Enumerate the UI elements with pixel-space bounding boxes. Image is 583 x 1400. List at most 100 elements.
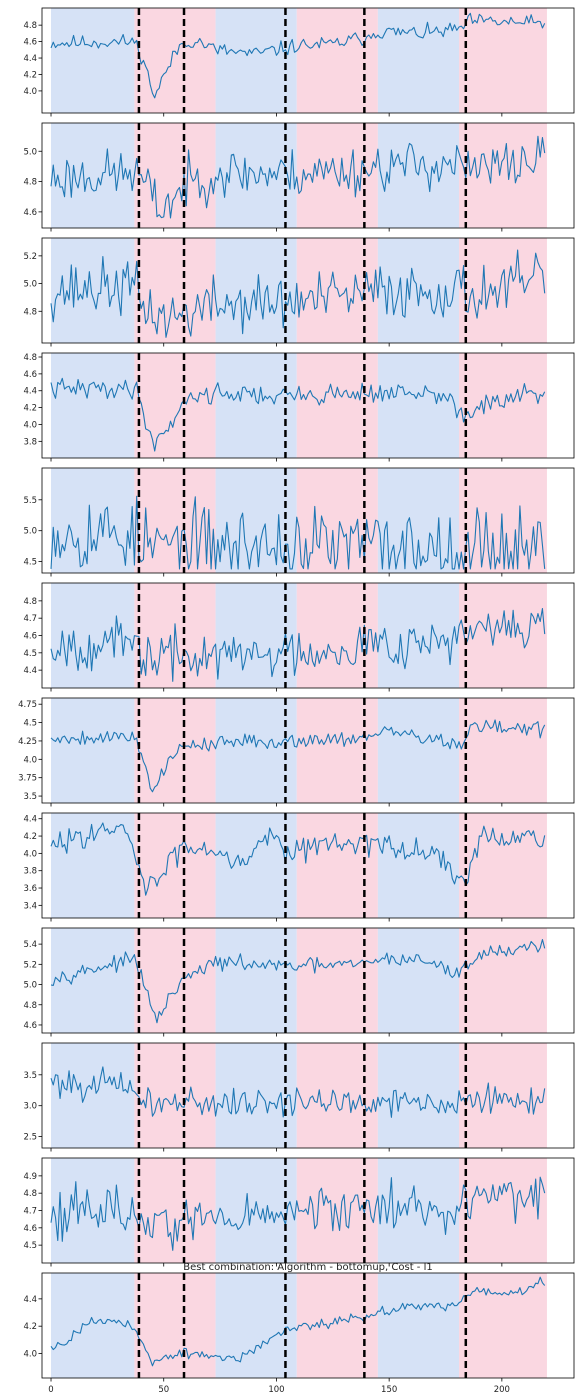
- y-tick-label: 3.8: [23, 867, 37, 877]
- series-line: [50, 135, 546, 219]
- segment-band-1: [51, 238, 135, 343]
- segment-band-5: [377, 353, 460, 458]
- segment-band-3: [215, 353, 297, 458]
- segment-band-6: [459, 8, 547, 113]
- segment-band-6: [459, 353, 547, 458]
- segment-band-4: [296, 1043, 378, 1148]
- segment-band-5: [377, 813, 460, 918]
- segment-band-3: [215, 1273, 297, 1378]
- panels: 4.0 4.2 4.4 4.6 4.8 4.6 4.8 5.04.85.05.2 3.8 4.0 4…: [18, 7, 575, 1395]
- y-tick-label: 4.0: [23, 755, 37, 765]
- segment-band-1: [51, 468, 135, 573]
- panel-3: 4.8 5.0 5.2: [23, 237, 575, 347]
- segment-band-6: [459, 468, 547, 573]
- segment-band-4: [296, 8, 378, 113]
- segment-band-6: [459, 1273, 547, 1378]
- y-tick-label: 5.4: [23, 940, 37, 950]
- segment-band-1: [51, 1158, 135, 1263]
- axes-frame: [41, 7, 575, 114]
- segment-band-3: [215, 8, 297, 113]
- segment-band-6: [459, 928, 547, 1033]
- y-tick-label: 3.5: [23, 1071, 37, 1081]
- segment-band-2: [134, 928, 216, 1033]
- series-line: [50, 719, 546, 793]
- y-tick-label: 4.4: [23, 815, 37, 825]
- y-tick-label: 4.25: [18, 737, 37, 747]
- series-line: [50, 495, 546, 570]
- segment-band-5: [377, 468, 460, 573]
- y-tick-label: 4.2: [23, 1322, 37, 1332]
- segment-band-5: [377, 698, 460, 803]
- y-tick-label: 5.0: [23, 280, 37, 290]
- segment-band-6: [459, 1158, 547, 1263]
- segment-band-6: [459, 238, 547, 343]
- y-tick-label: 4.5: [23, 649, 37, 659]
- panel-9: 4.6 4.8 5.0 5.2 5.4: [23, 927, 575, 1037]
- y-tick-label: 4.7: [23, 614, 37, 624]
- segment-band-3: [215, 583, 297, 688]
- panel-12: 4.0 4.2 4.4 0 50 100 150 200: [23, 1272, 575, 1395]
- segment-band-1: [51, 583, 135, 688]
- axes-frame: [41, 1272, 575, 1379]
- y-tick-label: 4.8: [23, 21, 37, 31]
- panel-11: 4.5 4.6 4.7 4.8 4.9: [23, 1157, 575, 1267]
- panel-10: 2.5 3.0 3.5: [23, 1042, 575, 1152]
- segment-band-2: [134, 8, 216, 113]
- segment-band-1: [51, 928, 135, 1033]
- segment-band-3: [215, 698, 297, 803]
- x-tick-label: 0: [48, 1385, 53, 1395]
- segment-band-4: [296, 1273, 378, 1378]
- segment-band-3: [215, 468, 297, 573]
- series-line: [50, 377, 546, 452]
- y-tick-label: 4.8: [23, 353, 37, 363]
- y-tick-label: 4.5: [23, 558, 37, 568]
- segment-band-4: [296, 813, 378, 918]
- y-tick-label: 3.4: [23, 901, 37, 911]
- axes-frame: [41, 927, 575, 1034]
- y-tick-label: 5.2: [23, 960, 37, 970]
- y-tick-label: 4.6: [23, 1021, 37, 1031]
- segment-band-6: [459, 698, 547, 803]
- chart-title: Best combination: Algorithm - bottomup, …: [183, 1262, 432, 1273]
- panel-4: 3.8 4.0 4.2 4.4 4.6 4.8: [23, 352, 575, 462]
- axes-frame: [41, 697, 575, 804]
- y-tick-label: 4.4: [23, 666, 37, 676]
- segment-band-2: [134, 123, 216, 228]
- axes-frame: [41, 812, 575, 919]
- y-tick-label: 4.6: [23, 1224, 37, 1234]
- y-tick-label: 3.75: [18, 774, 37, 784]
- y-tick-label: 4.2: [23, 404, 37, 414]
- segment-band-1: [51, 1273, 135, 1378]
- y-tick-label: 4.9: [23, 1172, 37, 1182]
- y-tick-label: 3.0: [23, 1102, 37, 1112]
- segment-band-4: [296, 928, 378, 1033]
- y-tick-label: 4.8: [23, 1189, 37, 1199]
- y-tick-label: 5.5: [23, 496, 37, 506]
- segment-band-5: [377, 1158, 460, 1263]
- y-tick-label: 4.6: [23, 38, 37, 48]
- segment-band-5: [377, 238, 460, 343]
- y-tick-label: 4.6: [23, 632, 37, 642]
- segment-band-1: [51, 8, 135, 113]
- segment-band-2: [134, 238, 216, 343]
- segment-band-5: [377, 8, 460, 113]
- panel-7: 3.5 3.75 4.0 4.25 4.5 4.75: [18, 697, 575, 807]
- segment-band-4: [296, 123, 378, 228]
- y-tick-label: 2.5: [23, 1133, 37, 1143]
- segment-band-3: [215, 1043, 297, 1148]
- segment-band-2: [134, 353, 216, 458]
- y-tick-label: 4.8: [23, 1001, 37, 1011]
- series-line: [50, 249, 546, 338]
- segment-band-5: [377, 583, 460, 688]
- segment-band-4: [296, 583, 378, 688]
- y-tick-label: 4.75: [18, 700, 37, 710]
- x-tick-label: 100: [268, 1385, 284, 1395]
- y-tick-label: 4.0: [23, 420, 37, 430]
- series-line: [50, 12, 546, 99]
- y-tick-label: 3.8: [23, 437, 37, 447]
- panel-1: 4.0 4.2 4.4 4.6 4.8: [23, 7, 575, 117]
- panel-5: 4.5 5.0 5.5: [23, 467, 575, 577]
- series-line: [50, 1066, 546, 1118]
- segment-band-2: [134, 813, 216, 918]
